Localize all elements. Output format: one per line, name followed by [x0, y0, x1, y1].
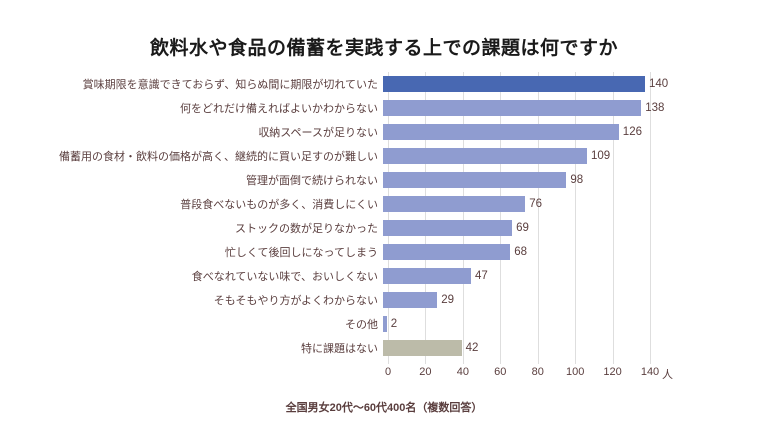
gridline	[425, 72, 427, 364]
value-label: 2	[390, 318, 398, 330]
bar-row: 食べなれていない味で、おいしくない 47	[0, 264, 768, 288]
bar	[383, 196, 526, 212]
bar-track: 109	[383, 148, 768, 164]
bar-row: 忙しくて後回しになってしまう 68	[0, 240, 768, 264]
bar-track: 2	[383, 316, 768, 332]
x-tick-label: 60	[494, 366, 507, 378]
value-label: 42	[465, 342, 479, 354]
bar-row: ストックの数が足りなかった 69	[0, 216, 768, 240]
category-label: その他	[345, 319, 378, 331]
bar-row: 普段食べないものが多く、消費しにくい 76	[0, 192, 768, 216]
bar	[383, 76, 645, 92]
bar	[383, 292, 438, 308]
x-axis-unit: 人	[662, 369, 673, 381]
category-label: 収納スペースが足りない	[258, 127, 378, 139]
bar-row: 備蓄用の食材・飲料の価格が高く、継続的に買い足すのが難しい 109	[0, 144, 768, 168]
bar-row: 賞味期限を意識できておらず、知らぬ間に期限が切れていた 140	[0, 72, 768, 96]
gridlines	[388, 72, 654, 364]
value-label: 98	[570, 174, 584, 186]
value-label: 68	[514, 246, 528, 258]
chart-title: 飲料水や食品の備蓄を実践する上での課題は何ですか	[149, 38, 618, 59]
bar-row: そもそもやり方がよくわからない 29	[0, 288, 768, 312]
category-label: そもそもやり方がよくわからない	[213, 295, 378, 307]
bar	[383, 172, 567, 188]
gridline	[612, 72, 614, 364]
value-label: 69	[516, 222, 529, 234]
value-label: 76	[529, 198, 543, 210]
x-tick-label: 40	[456, 366, 469, 378]
bar-track: 126	[383, 124, 768, 140]
value-label: 138	[645, 102, 665, 114]
gridline	[537, 72, 539, 364]
value-label: 126	[622, 126, 642, 138]
gridline	[650, 72, 651, 364]
category-label: 特に課題はない	[301, 343, 378, 355]
bar-track: 140	[383, 76, 768, 92]
bar	[383, 316, 387, 332]
bar	[383, 124, 619, 140]
category-label: ストックの数が足りなかった	[235, 223, 378, 235]
category-label: 備蓄用の食材・飲料の価格が高く、継続的に買い足すのが難しい	[59, 151, 378, 163]
category-label: 何をどれだけ備えればよいかわからない	[180, 103, 378, 115]
bar	[383, 220, 513, 236]
footnote: 全国男女20代〜60代400名（複数回答）	[285, 402, 483, 414]
category-label: 管理が面倒で続けられない	[246, 175, 378, 187]
x-tick-label: 20	[419, 366, 432, 378]
x-tick-label: 120	[603, 366, 622, 378]
value-label: 47	[474, 270, 488, 282]
category-label: 普段食べないものが多く、消費しにくい	[180, 199, 378, 211]
x-tick-label: 140	[640, 366, 660, 378]
bar	[383, 268, 471, 284]
bar-row: 収納スペースが足りない 126	[0, 120, 768, 144]
bar	[383, 148, 587, 164]
value-label: 140	[649, 78, 669, 90]
bar	[383, 100, 642, 116]
gridline	[388, 72, 389, 364]
x-axis: 0 20 40 60 80 100 120 140 人	[0, 366, 768, 381]
gridline	[462, 72, 464, 364]
category-label: 賞味期限を意識できておらず、知らぬ間に期限が切れていた	[82, 79, 378, 91]
bar-track: 68	[383, 244, 768, 260]
value-label: 109	[590, 150, 611, 162]
bar-track: 76	[383, 196, 768, 212]
category-label: 忙しくて後回しになってしまう	[224, 247, 378, 259]
value-label: 29	[441, 294, 455, 306]
bar-rows: 賞味期限を意識できておらず、知らぬ間に期限が切れていた 140 何をどれだけ備えれば…	[0, 72, 768, 360]
x-tick-label: 0	[384, 366, 392, 378]
bar	[383, 244, 511, 260]
bar	[383, 340, 462, 356]
category-label: 食べなれていない味で、おいしくない	[191, 271, 378, 283]
bar-track: 42	[383, 340, 768, 356]
x-tick-label: 100	[565, 366, 585, 378]
gridline	[500, 72, 502, 364]
bar-row: その他 2	[0, 312, 768, 336]
bar-row: 特に課題はない 42	[0, 336, 768, 360]
bar-track: 47	[383, 268, 768, 284]
bar-row: 管理が面倒で続けられない 98	[0, 168, 768, 192]
bar-track: 98	[383, 172, 768, 188]
gridline	[575, 72, 577, 364]
bar-track: 138	[383, 100, 768, 116]
bar-row: 何をどれだけ備えればよいかわからない 138	[0, 96, 768, 120]
bar-track: 29	[383, 292, 768, 308]
bar-track: 69	[383, 220, 768, 236]
x-tick-label: 80	[531, 366, 544, 378]
